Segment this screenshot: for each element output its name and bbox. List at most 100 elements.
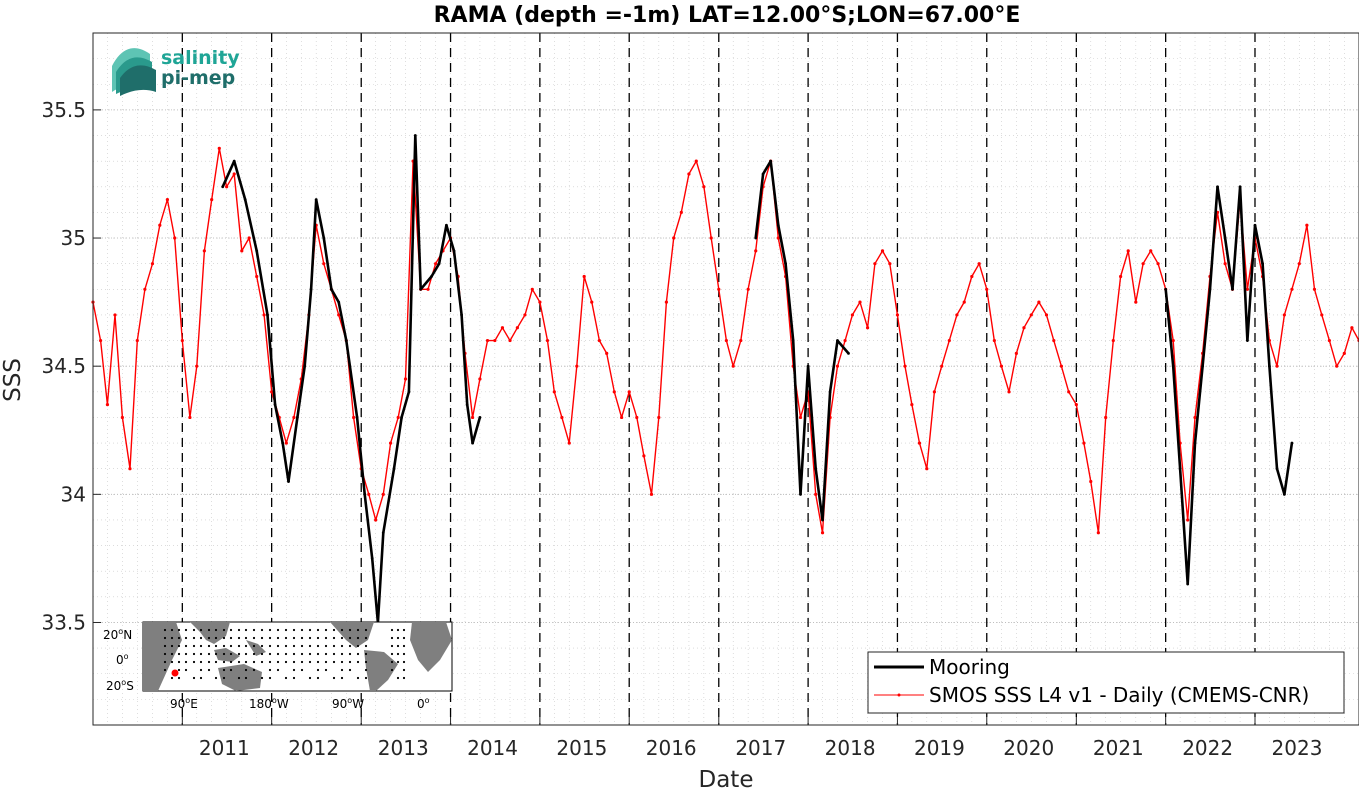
mooring-data-point: [1164, 287, 1168, 291]
map-mooring-dot: [207, 660, 211, 664]
map-mooring-dot: [163, 636, 167, 640]
wave-logo-icon: [112, 48, 156, 96]
map-mooring-dot: [184, 652, 188, 656]
map-mooring-dot: [316, 660, 320, 664]
mooring-data-point: [255, 249, 259, 253]
map-mooring-dot: [356, 636, 360, 640]
map-mooring-dot: [316, 652, 320, 656]
mooring-data-point: [444, 223, 448, 227]
smos-data-point: [687, 172, 691, 176]
map-mooring-dot: [222, 636, 226, 640]
map-mooring-dot: [222, 628, 226, 632]
smos-data-point: [672, 236, 676, 240]
x-tick-label: 2013: [378, 736, 429, 760]
smos-data-point: [724, 338, 728, 343]
logo-text-salinity: salinity: [161, 47, 240, 69]
x-tick-label: 2023: [1272, 736, 1323, 760]
map-mooring-dot: [340, 644, 344, 648]
smos-data-point: [910, 403, 914, 407]
smos-data-point: [374, 518, 378, 522]
mooring-data-point: [355, 416, 359, 419]
map-mooring-dot: [364, 660, 368, 664]
smos-data-point: [1312, 287, 1317, 291]
smos-data-point: [262, 313, 266, 317]
x-tick-label: 2016: [646, 736, 697, 760]
map-mooring-dot: [324, 644, 328, 648]
smos-data-point: [717, 287, 721, 291]
legend-label-smos: SMOS SSS L4 v1 - Daily (CMEMS-CNR): [929, 683, 1309, 707]
map-mooring-dot: [308, 628, 312, 632]
map-mooring-dot: [316, 676, 320, 680]
map-mooring-dot: [163, 668, 167, 672]
smos-data-point: [515, 326, 519, 330]
mooring-data-point: [836, 339, 839, 342]
map-mooring-dot: [214, 652, 218, 656]
smos-data-point: [352, 415, 356, 420]
smos-data-point: [932, 390, 936, 394]
series-layer: [91, 134, 1359, 624]
map-mooring-dot: [332, 660, 336, 664]
smos-data-point: [337, 313, 341, 317]
mooring-data-point: [413, 134, 417, 137]
smos-data-point: [1044, 313, 1049, 317]
smos-data-point: [1275, 364, 1279, 368]
map-lon-0: 0o: [417, 696, 430, 711]
map-mooring-dot: [284, 652, 288, 656]
map-mooring-dot: [316, 644, 320, 648]
mooring-data-point: [322, 236, 326, 240]
mooring-data-point: [419, 287, 423, 291]
smos-data-point: [173, 236, 177, 240]
smos-data-point: [702, 185, 706, 189]
smos-data-point: [1193, 415, 1197, 420]
smos-data-point: [1037, 300, 1041, 304]
y-tick-label: 35.5: [41, 98, 86, 122]
smos-data-point: [135, 338, 139, 343]
map-mooring-dot: [396, 644, 400, 648]
smos-data-point: [240, 249, 244, 253]
mooring-data-point: [437, 262, 441, 266]
map-mooring-dot: [292, 668, 296, 672]
map-mooring-dot: [402, 636, 406, 640]
series-line-mooring: [221, 134, 482, 624]
mooring-data-point: [266, 313, 269, 317]
map-mooring-dot: [332, 652, 336, 656]
smos-data-point: [679, 210, 683, 215]
map-mooring-dot: [324, 652, 328, 656]
x-tick-label: 2018: [825, 736, 876, 760]
mooring-data-point: [381, 531, 385, 535]
smos-data-point: [523, 313, 527, 317]
map-lon-180w: 180oW: [249, 696, 289, 711]
smos-data-point: [1245, 287, 1250, 291]
map-mooring-dot: [192, 628, 196, 632]
map-mooring-dot: [260, 636, 264, 640]
map-mooring-dot: [276, 660, 280, 664]
map-mooring-dot: [214, 660, 218, 664]
map-mooring-dot: [390, 660, 394, 664]
map-lon-90e: 90oE: [170, 696, 198, 711]
smos-data-point: [955, 313, 959, 317]
plot-background: [93, 33, 1359, 725]
map-mooring-dot: [396, 628, 400, 632]
map-mooring-dot: [222, 644, 226, 648]
map-mooring-dot: [252, 628, 256, 632]
mooring-data-point: [1216, 185, 1219, 189]
smos-data-point: [657, 415, 661, 420]
mooring-data-point: [430, 275, 433, 278]
map-mooring-dot: [402, 676, 406, 680]
map-mooring-dot: [332, 676, 336, 680]
smos-data-point: [396, 415, 400, 420]
mooring-data-point: [460, 313, 463, 317]
smos-data-point: [120, 415, 124, 420]
smos-data-point: [814, 492, 818, 496]
mooring-data-point: [370, 557, 374, 560]
mooring-data-point: [1261, 262, 1264, 266]
map-mooring-dot: [292, 652, 296, 656]
smos-data-point: [470, 415, 475, 420]
map-mooring-dot: [244, 660, 248, 664]
map-mooring-dot: [364, 652, 368, 656]
map-mooring-dot: [244, 628, 248, 632]
mooring-data-point: [761, 172, 765, 176]
smos-data-point: [1007, 390, 1011, 394]
smos-data-point: [1052, 338, 1056, 343]
smos-data-point: [903, 364, 907, 368]
